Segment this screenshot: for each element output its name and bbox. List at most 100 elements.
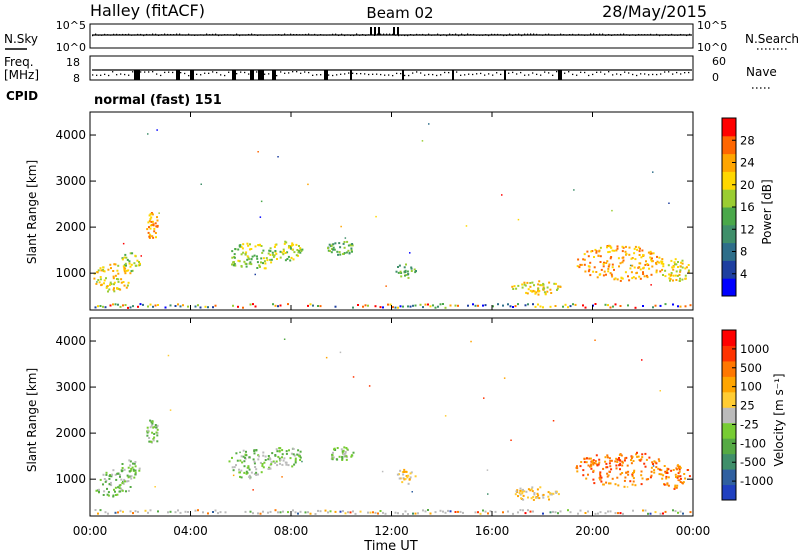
echo-cell [642,305,644,307]
echo-cell [674,486,677,489]
echo-cell [147,221,150,224]
noise-dot [614,34,616,36]
echo-cell [602,483,605,486]
echo-cell [99,278,102,281]
echo-cell [129,486,132,488]
echo-cell [641,249,644,252]
echo-cell [352,306,354,309]
noise-dot [293,33,295,36]
echo-cell [112,495,115,498]
echo-cell [660,473,663,476]
noise-dot [248,33,250,36]
echo-cell [608,250,611,253]
echo-cell [278,457,281,460]
echo-cell [392,306,394,309]
echo-cell [234,248,237,250]
echo-cell [662,512,664,515]
freq-label-1: Freq. [4,55,34,69]
echo-cell [614,483,617,486]
echo-cell [146,434,149,437]
echo-cell [642,273,645,275]
noise-dot [338,34,340,37]
nave-dot [124,73,126,76]
echo-cell [549,511,552,514]
echo-cell [105,277,107,280]
echo-cell [242,455,245,458]
echo-cell [521,492,524,495]
echo-cell [684,274,687,277]
echo-cell [298,245,300,247]
echo-cell [668,202,670,204]
echo-cell [398,473,400,476]
noise-dot [197,34,199,36]
echo-cell [352,376,355,378]
echo-cell [130,263,133,266]
echo-cell [526,292,529,295]
echo-cell [255,449,258,452]
echo-cell [202,511,204,514]
echo-cell [517,218,520,221]
noise-dot [275,34,277,36]
echo-cell [98,281,101,284]
echo-cell [137,510,139,513]
nave-dot [344,73,346,75]
echo-cell [264,262,267,265]
echo-cell [606,246,608,249]
noise-dot [485,34,487,36]
echo-cell [639,268,642,271]
echo-cell [557,285,560,288]
noise-dot [515,33,517,36]
echo-cell [681,262,684,265]
echo-cell [403,266,406,269]
noise-dot [257,34,259,36]
noise-dot [206,33,208,35]
freq-drop [190,70,192,80]
echo-cell [550,292,553,294]
echo-cell [645,260,647,263]
noise-dot [587,34,589,36]
echo-cell [410,266,413,269]
echo-cell [260,200,263,203]
echo-cell [332,248,335,251]
nave-dot [688,71,690,74]
echo-cell [332,243,335,246]
echo-cell [417,512,419,515]
echo-cell [486,469,489,471]
echo-cell [131,269,134,272]
noise-dot [668,34,670,36]
echo-cell [678,468,681,471]
echo-cell [399,469,402,472]
freq-trace [92,69,692,80]
echo-cell [567,509,569,512]
echo-cell [244,262,247,265]
echo-cell [147,511,149,514]
nave-dot [664,71,666,73]
echo-cell [412,304,414,307]
echo-cell [559,285,562,288]
echo-cell [590,463,593,466]
echo-cell [557,512,559,515]
echo-cell [110,267,112,270]
noise-dot [662,34,664,36]
echo-cell [279,256,282,259]
echo-cell [174,305,177,307]
echo-cell [257,512,259,515]
noise-dot [536,33,538,35]
noise-dot [431,34,433,36]
noise-dot [623,33,625,35]
echo-cell [479,512,482,515]
echo-cell [462,511,464,514]
echo-cell [401,481,404,484]
echo-cell [530,488,533,491]
echo-cell [108,477,111,480]
echo-cell [253,452,256,455]
echo-cell [642,254,644,257]
echo-cell [270,461,273,464]
nave-dot [160,74,162,77]
echo-cell [116,278,118,280]
noise-dot [461,33,463,35]
echo-cell [299,510,302,513]
echo-cell [616,476,619,479]
echo-cell [105,471,108,474]
nave-dot [480,72,482,75]
